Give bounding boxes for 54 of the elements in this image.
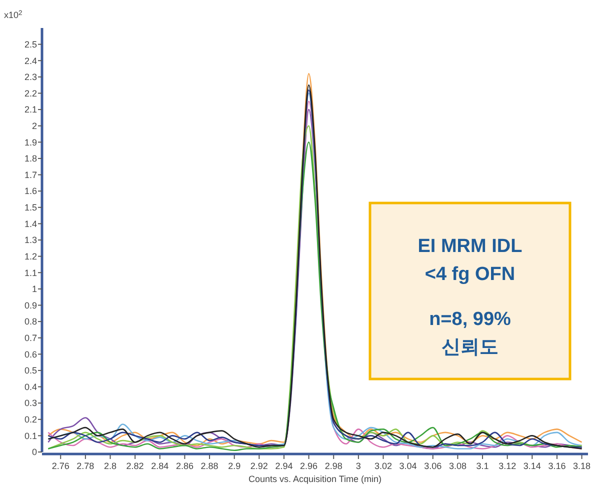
x-tick-label: 2.94	[275, 461, 293, 471]
x-tick-label: 3.1	[476, 461, 489, 471]
y-tick-label: 1.3	[24, 235, 37, 246]
annotation: EI MRM IDL	[418, 236, 523, 257]
x-tick-label: 3	[356, 461, 361, 471]
y-tick-label: 2.4	[24, 56, 37, 66]
x-tick-label: 2.76	[52, 461, 70, 471]
y-tick-label: 0.8	[24, 316, 37, 327]
y-tick-label: 1.2	[24, 251, 37, 262]
y-tick-label: 0.9	[24, 300, 37, 310]
y-tick-label: 2	[32, 120, 37, 131]
y-tick-label: 0	[32, 447, 37, 458]
y-tick-label: 1.5	[24, 202, 37, 213]
y-tick-label: 2.1	[24, 104, 37, 115]
y-tick-label: 2.5	[24, 39, 37, 50]
y-tick-label: 1.6	[24, 186, 37, 196]
x-tick-label: 3.06	[424, 461, 442, 471]
x-tick-label: 2.8	[104, 461, 117, 471]
x-tick-label: 3.04	[399, 461, 417, 471]
y-tick-label: 2.2	[24, 88, 37, 98]
x-tick-label: 2.84	[151, 461, 169, 471]
x-tick-label: 2.88	[200, 461, 218, 471]
y-axis-title: x10$^{2}$	[4, 10, 23, 20]
y-tick-label: 0.6	[24, 349, 37, 360]
y-tick-label: 0.1	[24, 430, 37, 441]
x-tick-label: 2.92	[250, 461, 268, 471]
x-tick-label: 2.86	[176, 461, 194, 471]
x-tick-label: 2.82	[126, 461, 144, 471]
x-tick-label: 3.18	[573, 461, 591, 471]
x-tick-label: 3.12	[498, 461, 516, 471]
x-tick-label: 3.08	[448, 461, 466, 471]
x-tick-label: 2.96	[300, 461, 318, 471]
x-tick-label: 3.14	[523, 461, 541, 471]
y-tick-label: 0.3	[24, 398, 37, 408]
x-tick-label: 2.98	[324, 461, 342, 471]
x-tick-label: 3.02	[374, 461, 392, 471]
y-tick-label: 1.4	[24, 218, 37, 229]
y-tick-label: 2.3	[24, 72, 37, 82]
y-tick-label: 1.9	[24, 137, 37, 148]
annotation: n=8, 99%	[429, 309, 512, 330]
y-tick-label: 1.8	[24, 154, 37, 164]
y-tick-label: 0.5	[24, 366, 37, 376]
x-tick-label: 2.78	[76, 461, 94, 471]
x-tick-label: 3.16	[548, 461, 566, 471]
y-tick-label: 0.7	[24, 332, 37, 343]
y-tick-label: 1.7	[24, 170, 37, 180]
x-axis-title: Counts vs. Acquisition Time (min)	[248, 474, 382, 484]
y-tick-label: 1.1	[24, 268, 37, 278]
y-tick-label: 1	[32, 284, 37, 294]
x-tick-label: 2.9	[228, 461, 241, 471]
annotation: 신뢰도	[442, 337, 498, 358]
annotation: <4 fg OFN	[424, 264, 516, 285]
y-tick-label: 0.4	[24, 382, 37, 392]
y-tick-label: 0.2	[24, 414, 37, 425]
